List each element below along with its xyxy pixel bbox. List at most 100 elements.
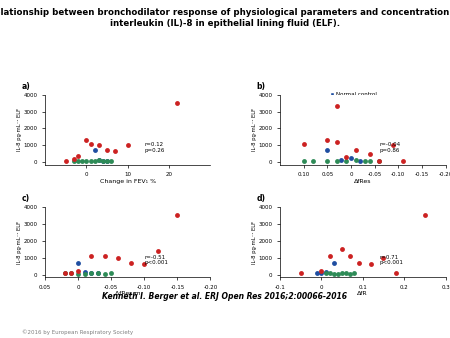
Point [355, 260, 362, 265]
Point [83, 159, 90, 164]
Y-axis label: IL-8 pg·mL⁻¹ ELF: IL-8 pg·mL⁻¹ ELF [17, 220, 22, 264]
Point [108, 159, 115, 164]
Point [101, 253, 108, 259]
Point [61, 270, 68, 275]
Point [376, 159, 383, 164]
Point [347, 271, 354, 276]
Point [87, 141, 94, 146]
Text: Relationship between bronchodilator response of physiological parameters and con: Relationship between bronchodilator resp… [0, 8, 450, 28]
Point [75, 271, 82, 276]
Point [79, 158, 86, 163]
Point [75, 260, 82, 265]
Point [357, 158, 364, 163]
Point [75, 154, 82, 159]
Point [326, 253, 333, 259]
Point [338, 157, 345, 163]
Point [91, 158, 98, 164]
Point [95, 157, 103, 163]
Point [338, 246, 346, 252]
Point [333, 139, 340, 145]
Point [68, 270, 75, 275]
Point [352, 158, 359, 163]
Point [324, 138, 331, 143]
Point [342, 270, 350, 275]
Point [114, 255, 122, 260]
Text: r=0.71
p<0.001: r=0.71 p<0.001 [379, 255, 403, 265]
Point [318, 270, 325, 276]
Text: r=-0.51
p<0.001: r=-0.51 p<0.001 [144, 255, 168, 265]
Point [174, 100, 181, 106]
Point [154, 248, 161, 254]
Point [127, 260, 135, 265]
Point [380, 255, 387, 260]
Point [351, 270, 358, 276]
Y-axis label: IL-8 pg·mL⁻¹ ELF: IL-8 pg·mL⁻¹ ELF [252, 108, 257, 151]
Text: a): a) [22, 82, 31, 91]
Point [104, 158, 111, 163]
X-axis label: Change in FEV₁ %: Change in FEV₁ % [100, 179, 156, 184]
Point [94, 270, 102, 275]
Text: r=-0.04
p=0.86: r=-0.04 p=0.86 [379, 142, 400, 153]
Point [399, 158, 406, 163]
Point [347, 155, 355, 161]
Point [81, 271, 88, 276]
Point [300, 141, 307, 146]
Point [361, 159, 369, 164]
Point [333, 104, 340, 109]
Point [112, 149, 119, 154]
Point [70, 156, 77, 162]
Point [342, 158, 350, 164]
Text: b): b) [257, 82, 266, 91]
Point [421, 213, 428, 218]
Point [297, 270, 304, 275]
Point [352, 148, 359, 153]
Point [300, 158, 307, 164]
Legend: Normal control, Smoker normal FOT, Smoker abnormal FOT: Normal control, Smoker normal FOT, Smoke… [330, 92, 398, 110]
Y-axis label: IL-8 pg·mL⁻¹ ELF: IL-8 pg·mL⁻¹ ELF [17, 108, 22, 151]
Point [342, 154, 350, 160]
Point [318, 268, 325, 274]
Point [314, 270, 321, 275]
Point [330, 271, 338, 276]
Point [87, 159, 94, 164]
Point [326, 270, 333, 275]
Point [330, 260, 338, 265]
Point [68, 270, 75, 275]
Point [324, 148, 331, 153]
Point [101, 271, 108, 276]
Text: d): d) [257, 194, 266, 203]
Point [174, 213, 181, 218]
Point [99, 159, 107, 164]
Point [334, 271, 342, 276]
Point [376, 158, 383, 163]
Point [104, 148, 111, 153]
Point [322, 269, 329, 275]
Point [88, 270, 95, 276]
Point [94, 270, 102, 275]
Point [333, 159, 340, 164]
X-axis label: ΔfRes: ΔfRes [354, 179, 372, 184]
Point [324, 159, 331, 164]
Point [104, 159, 111, 164]
Point [99, 158, 107, 164]
Text: r=0.12
p=0.26: r=0.12 p=0.26 [144, 142, 165, 153]
Point [95, 142, 103, 147]
Point [392, 270, 400, 275]
Point [81, 269, 88, 275]
Point [108, 270, 115, 276]
Point [366, 158, 373, 164]
Point [88, 253, 95, 259]
Point [62, 158, 69, 163]
Point [88, 270, 95, 276]
X-axis label: ΔfR: ΔfR [357, 291, 368, 296]
Point [83, 138, 90, 143]
Point [366, 151, 373, 156]
Point [390, 143, 397, 148]
Point [368, 261, 375, 266]
Point [124, 143, 131, 148]
Y-axis label: IL-8 pg·mL⁻¹ ELF: IL-8 pg·mL⁻¹ ELF [252, 220, 257, 264]
Point [61, 270, 68, 276]
Point [91, 148, 98, 153]
Text: Kenneth I. Berger et al. ERJ Open Res 2016;2:00066-2016: Kenneth I. Berger et al. ERJ Open Res 20… [103, 292, 347, 301]
Point [70, 159, 77, 164]
